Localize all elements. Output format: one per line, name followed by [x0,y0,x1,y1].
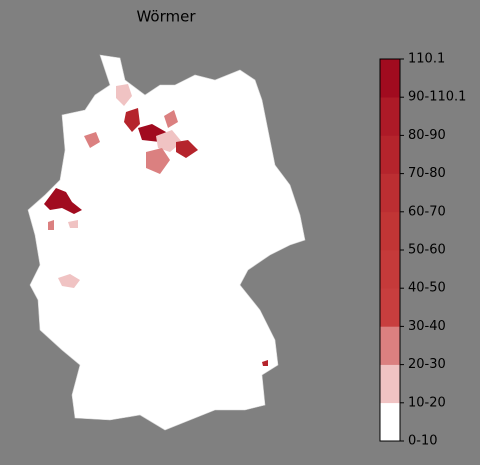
colorbar-label: 50-60 [408,243,446,258]
region [146,148,170,174]
colorbar-label: 80-90 [408,128,446,143]
region [262,360,268,366]
region [156,130,182,152]
colorbar-label: 20-30 [408,357,446,372]
colorbar-label: 70-80 [408,166,446,181]
colorbar-band [380,59,400,98]
colorbar-label: 60-70 [408,204,446,219]
map-title: Wörmer [136,8,196,26]
colorbar-label: 30-40 [408,319,446,334]
region [68,220,78,228]
region [164,110,178,128]
colorbar-band [380,97,400,136]
colorbar-band [380,250,400,289]
region [84,132,100,148]
colorbar-label: 40-50 [408,281,446,296]
region [58,274,80,288]
region [124,108,140,132]
colorbar-label: 10-20 [408,395,446,410]
region [44,188,82,214]
region [176,140,198,158]
colorbar-band [380,173,400,213]
region [116,84,132,106]
colorbar-band [380,364,400,404]
colorbar-band [380,402,400,442]
colorbar-band [380,135,400,174]
country-outline [27,54,306,431]
colorbar-label: 0-10 [408,434,438,449]
colorbar-label: 90-110.1 [408,90,466,105]
colorbar-label: 110.1 [408,52,445,67]
region [48,220,54,230]
colorbar-band [380,211,400,251]
colorbar-band [380,288,400,327]
colorbar-band [380,326,400,365]
